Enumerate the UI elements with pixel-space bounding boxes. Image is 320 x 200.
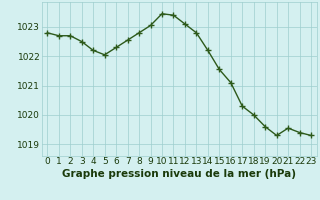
X-axis label: Graphe pression niveau de la mer (hPa): Graphe pression niveau de la mer (hPa) — [62, 169, 296, 179]
